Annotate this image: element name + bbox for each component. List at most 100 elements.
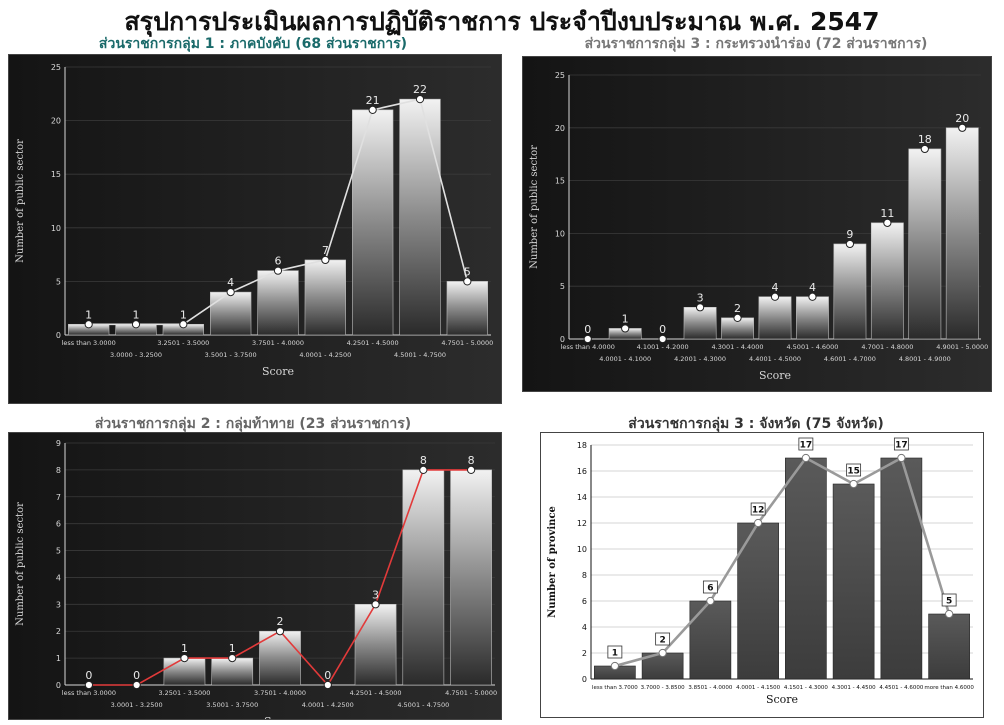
data-label: 0	[584, 323, 591, 336]
data-label: 7	[322, 244, 329, 257]
bar	[259, 630, 301, 686]
data-point	[132, 680, 141, 690]
data-label-box	[702, 580, 718, 594]
x-tick-label: 3.5001 - 3.7500	[205, 351, 257, 359]
x-tick-label: 4.5001 - 4.7500	[397, 701, 449, 709]
x-tick-label: 3.8501 - 4.0000	[688, 685, 732, 691]
data-point	[808, 292, 817, 301]
data-point	[883, 218, 892, 227]
y-tick-label: 5	[560, 282, 565, 291]
x-tick-label: 4.1501 - 4.3000	[784, 685, 828, 691]
subtitle-group2: ส่วนราชการกลุ่ม 2 : กลุ่มท้าทาย (23 ส่วน…	[94, 416, 412, 432]
data-label: 15	[847, 467, 860, 477]
x-tick-label: less than 3.0000	[62, 689, 116, 697]
y-tick-label: 2	[582, 649, 587, 658]
data-point	[467, 465, 476, 474]
data-point	[770, 292, 780, 301]
data-label-box	[846, 463, 862, 477]
data-point	[754, 518, 763, 528]
bar	[796, 296, 829, 340]
data-point	[583, 334, 592, 344]
bar	[758, 296, 792, 340]
x-tick-label: more than 4.6000	[924, 685, 974, 691]
data-label: 1	[622, 312, 629, 325]
data-point	[610, 661, 619, 671]
x-axis-title: Score	[262, 365, 294, 378]
data-label: 1	[180, 308, 187, 321]
data-point	[415, 95, 425, 104]
data-label: 12	[752, 506, 765, 516]
bar	[832, 483, 875, 680]
x-tick-label: 4.0001 - 4.1500	[736, 685, 780, 691]
y-tick-label: 0	[56, 681, 61, 690]
data-label: 0	[659, 323, 666, 336]
bar	[211, 657, 254, 686]
y-tick-label: 10	[577, 545, 587, 554]
data-point	[706, 596, 715, 606]
y-tick-label: 4	[582, 623, 587, 632]
x-tick-label: less than 3.0000	[62, 339, 116, 347]
chart-group2: 0 1 2 3 4 5 6 7 8 9 0 0 1 1 2 0 3 8 8 less than 3.0000 3.000…	[9, 433, 501, 719]
data-point	[84, 320, 93, 329]
data-point	[226, 288, 235, 297]
y-tick-label: 25	[555, 71, 565, 80]
subtitle-group3-ministry: ส่วนราชการกลุ่ม 3 : กระทรวงนำร่อง (72 ส่…	[584, 36, 928, 52]
y-tick-label: 15	[555, 177, 565, 186]
data-point	[368, 105, 377, 114]
data-label: 1	[612, 649, 618, 659]
chart-panel-group2: 0 1 2 3 4 5 6 7 8 9 0 0 1 1 2 0 3 8 8 less than 3.0000 3.000…	[8, 432, 502, 720]
data-label-box	[941, 593, 957, 607]
bar	[210, 291, 252, 336]
y-tick-label: 8	[56, 466, 61, 475]
data-label: 0	[324, 669, 331, 682]
y-tick-label: 20	[51, 117, 61, 126]
y-tick-label: 9	[56, 439, 61, 448]
bar	[870, 222, 904, 340]
bar	[163, 657, 206, 686]
data-label: 21	[366, 94, 380, 107]
data-label: 3	[372, 588, 379, 601]
x-tick-label: 4.0001 - 4.2500	[299, 351, 351, 359]
data-point	[275, 627, 285, 636]
y-tick-label: 2	[56, 627, 61, 636]
x-tick-label: less than 4.0000	[561, 343, 615, 351]
data-label: 11	[880, 207, 894, 220]
data-label-box	[893, 437, 909, 451]
x-tick-label: 4.3001 - 4.4500	[832, 685, 876, 691]
x-tick-label: less than 3.7000	[592, 685, 638, 691]
bar	[446, 281, 488, 336]
data-point	[920, 144, 929, 154]
chart-group1: 0 5 10 15 20 25 1 1 1 4 6 7 21 22 5 less than 3.0000 3.0…	[9, 55, 501, 403]
x-tick-label: 4.0001 - 4.2500	[302, 701, 354, 709]
data-point	[958, 123, 967, 132]
data-label: 0	[133, 669, 140, 682]
data-point	[419, 465, 428, 474]
data-label: 1	[181, 642, 188, 655]
y-tick-label: 12	[577, 519, 587, 528]
data-label: 4	[227, 276, 234, 289]
y-axis-title: Number of public sector	[15, 502, 26, 626]
bar	[354, 604, 397, 686]
data-label: 5	[946, 597, 952, 607]
data-label: 17	[895, 441, 908, 451]
chart-panel-group1: 0 5 10 15 20 25 1 1 1 4 6 7 21 22 5 less than 3.0000 3.0…	[8, 54, 502, 404]
page-title: สรุปการประเมินผลการปฏิบัติราชการ ประจำปี…	[124, 7, 880, 36]
x-tick-label: 4.5001 - 4.7500	[394, 351, 446, 359]
y-tick-label: 10	[51, 224, 61, 233]
y-tick-label: 10	[555, 229, 565, 238]
x-tick-label: 4.3001 - 4.4000	[712, 343, 764, 351]
x-tick-label: 4.2501 - 4.5000	[347, 339, 399, 347]
bar	[928, 613, 970, 680]
data-point	[84, 680, 93, 690]
data-point	[321, 255, 330, 265]
bar	[304, 259, 346, 336]
bar	[450, 469, 492, 686]
y-tick-label: 14	[577, 493, 587, 502]
data-label-box	[750, 502, 766, 516]
data-point	[179, 320, 188, 329]
data-point	[845, 239, 855, 249]
y-axis-title: Number of province	[547, 506, 558, 618]
y-tick-label: 25	[51, 63, 61, 72]
x-tick-label: 4.2501 - 4.5000	[350, 689, 402, 697]
